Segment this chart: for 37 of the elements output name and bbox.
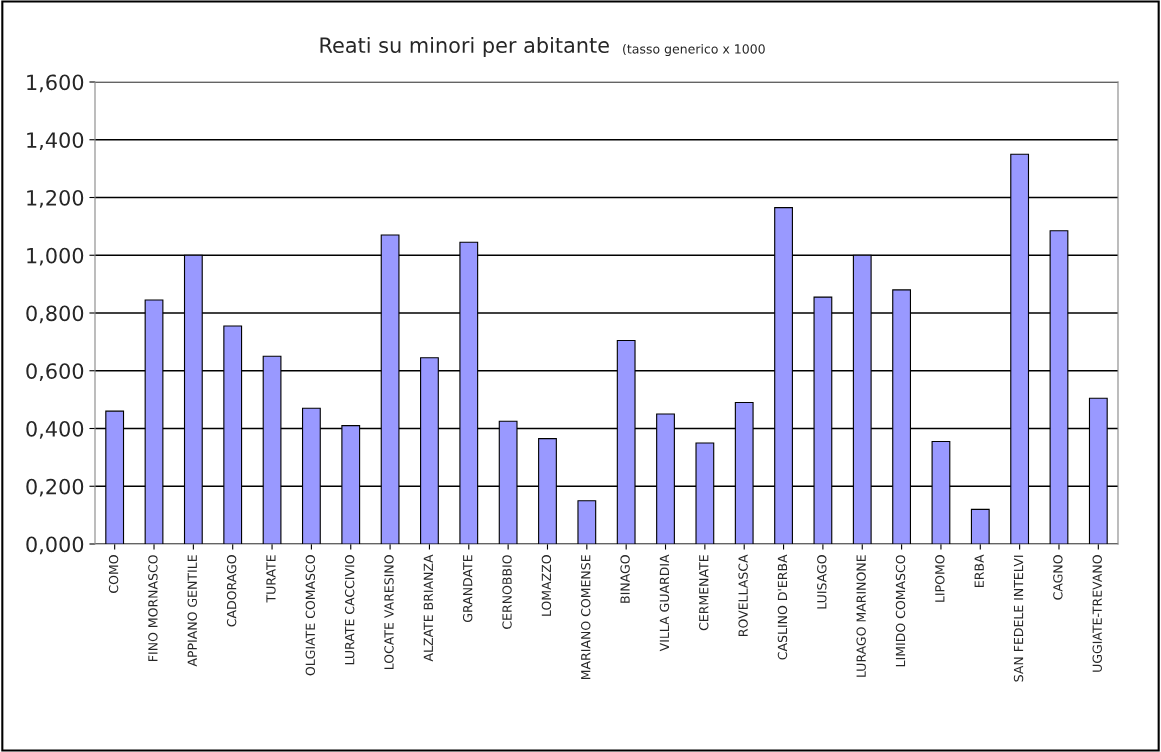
- x-tick-label: APPIANO GENTILE: [187, 555, 197, 667]
- y-tick-label: 0,400: [26, 420, 84, 439]
- x-tick-label: BINAGO: [620, 555, 630, 603]
- y-tick-label: 0,800: [26, 305, 84, 324]
- x-tick-label: LIMIDO COMASCO: [895, 555, 906, 667]
- x-tick-label: LOMAZZO: [541, 555, 552, 616]
- x-tick-label: OLGIATE COMASCO: [305, 555, 316, 676]
- y-tick-label: 1,400: [27, 132, 84, 151]
- x-tick-label: COMO: [108, 555, 119, 593]
- x-tick-label: CASLINO D'ERBA: [777, 554, 788, 660]
- y-tick-label: 0,000: [26, 536, 84, 555]
- x-tick-label: CERNOBBIO: [502, 555, 512, 629]
- y-tick-label: 0,200: [26, 478, 84, 497]
- y-tick-label: 1,200: [27, 189, 84, 208]
- x-tick-label: CERMENATE: [699, 555, 709, 631]
- x-tick-label: CADORAGO: [226, 555, 237, 627]
- y-tick-label: 1,000: [27, 247, 84, 266]
- x-tick-label: VILLA GUARDIA: [659, 554, 670, 652]
- x-tick-label: CAGNO: [1053, 555, 1063, 600]
- x-tick-label: ERBA: [974, 554, 984, 587]
- x-tick-label: LURATE CACCIVIO: [344, 555, 355, 665]
- chart-subtitle: (tasso generico x 1000: [623, 43, 765, 57]
- x-tick-label: LUISAGO: [817, 555, 827, 609]
- x-tick-label: ROVELLASCA: [738, 554, 748, 636]
- x-tick-label: LURAGO MARINONE: [856, 555, 866, 677]
- x-tick-label: TURATE: [266, 555, 276, 603]
- x-tick-label: ALZATE BRIANZA: [423, 554, 433, 662]
- x-tick-label: MARIANO COMENSE: [581, 555, 591, 680]
- x-tick-label: UGGIATE-TREVANO: [1092, 555, 1102, 672]
- x-tick-label: GRANDATE: [462, 555, 473, 623]
- x-tick-label: LOCATE VARESINO: [384, 555, 394, 670]
- y-tick-label: 0,600: [26, 363, 84, 382]
- x-tick-label: LIPOMO: [935, 555, 945, 602]
- y-tick-label: 1,600: [27, 74, 84, 93]
- chart-title: Reati su minori per abitante: [320, 36, 609, 58]
- x-tick-label: SAN FEDELE INTELVI: [1013, 555, 1024, 682]
- x-tick-label: FINO MORNASCO: [148, 555, 158, 661]
